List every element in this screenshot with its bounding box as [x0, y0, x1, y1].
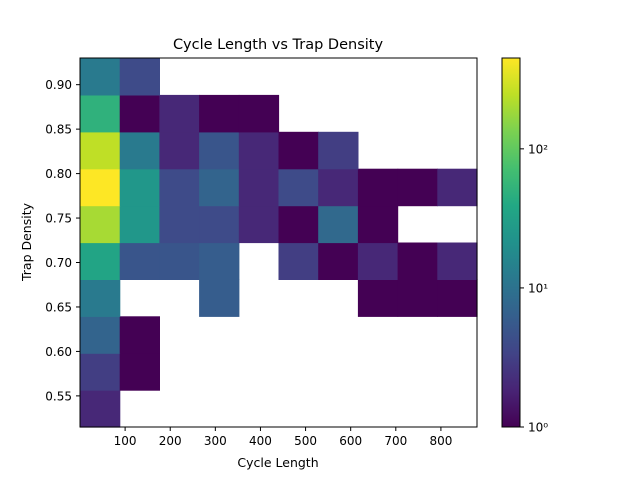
heatmap-cell	[278, 168, 319, 207]
colorbar-tick-label: 10⁰	[528, 421, 548, 435]
heatmap-cell	[278, 242, 319, 280]
x-tick-label: 500	[294, 434, 317, 448]
heatmap-cell	[159, 205, 200, 244]
y-tick-label: 0.70	[45, 256, 72, 270]
heatmap-cell	[159, 242, 200, 280]
colorbar-ticks: 10⁰ 10¹ 10²	[520, 142, 548, 435]
heatmap-cell	[80, 168, 121, 207]
heatmap-cell	[199, 94, 240, 133]
heatmap-cells	[80, 58, 478, 428]
x-tick-label: 600	[339, 434, 362, 448]
heatmap-cell	[159, 94, 200, 133]
heatmap-cell	[80, 58, 121, 96]
heatmap-cell	[397, 242, 438, 280]
y-tick-label: 0.90	[45, 78, 72, 92]
heatmap-cell	[278, 205, 319, 244]
heatmap-cell	[80, 316, 121, 354]
heatmap-cell	[80, 353, 121, 391]
heatmap-cell	[80, 279, 121, 317]
heatmap-cell	[199, 131, 240, 170]
heatmap-cell	[437, 242, 478, 280]
heatmap-cell	[357, 205, 399, 244]
heatmap-cell	[238, 94, 280, 133]
y-tick-label: 0.60	[45, 345, 72, 359]
heatmap-cell	[357, 168, 399, 207]
heatmap-cell	[119, 205, 160, 244]
x-tick-label: 700	[384, 434, 407, 448]
heatmap-cell	[119, 94, 160, 133]
y-tick-label: 0.65	[45, 300, 72, 314]
x-axis: 100 200 300 400 500 600 700 800	[114, 427, 452, 448]
heatmap-cell	[119, 316, 160, 354]
heatmap-cell	[119, 168, 160, 207]
heatmap-cell	[238, 168, 280, 207]
y-axis: 0.55 0.60 0.65 0.70 0.75 0.80 0.85 0.90	[45, 78, 80, 403]
heatmap-cell	[238, 205, 280, 244]
heatmap-cell	[199, 168, 240, 207]
heatmap-cell	[199, 205, 240, 244]
heatmap-cell	[80, 131, 121, 170]
heatmap-cell	[119, 353, 160, 391]
y-tick-label: 0.80	[45, 167, 72, 181]
x-tick-label: 200	[159, 434, 182, 448]
x-tick-label: 300	[204, 434, 227, 448]
heatmap-cell	[437, 168, 478, 207]
x-tick-label: 800	[429, 434, 452, 448]
heatmap-cell	[357, 242, 399, 280]
heatmap-cell	[80, 94, 121, 133]
heatmap-cell	[119, 242, 160, 280]
chart-title: Cycle Length vs Trap Density	[173, 37, 384, 53]
x-axis-label: Cycle Length	[237, 455, 318, 470]
y-tick-label: 0.75	[45, 212, 72, 226]
x-tick-label: 100	[114, 434, 137, 448]
heatmap-cell	[80, 242, 121, 280]
y-tick-label: 0.55	[45, 389, 72, 403]
heatmap-cell	[119, 58, 160, 96]
heatmap-cell	[159, 131, 200, 170]
heatmap-cell	[80, 390, 121, 428]
heatmap-cell	[318, 168, 359, 207]
heatmap-cell	[199, 242, 240, 280]
heatmap-cell	[318, 205, 359, 244]
colorbar-tick-label: 10²	[528, 142, 548, 156]
heatmap-cell	[159, 168, 200, 207]
heatmap-cell	[199, 279, 240, 317]
heatmap-cell	[318, 242, 359, 280]
heatmap-cell	[318, 131, 359, 170]
heatmap-cell	[357, 279, 399, 317]
heatmap-cell	[437, 279, 478, 317]
heatmap-cell	[80, 205, 121, 244]
heatmap-cell	[119, 131, 160, 170]
y-axis-label: Trap Density	[19, 202, 34, 282]
colorbar	[501, 57, 521, 428]
x-tick-label: 400	[249, 434, 272, 448]
plot-frame	[79, 57, 478, 428]
colorbar-tick-label: 10¹	[528, 281, 548, 295]
heatmap-cell	[397, 279, 438, 317]
heatmap-cell	[397, 168, 438, 207]
heatmap-cell	[238, 131, 280, 170]
y-tick-label: 0.85	[45, 123, 72, 137]
heatmap-cell	[278, 131, 319, 170]
